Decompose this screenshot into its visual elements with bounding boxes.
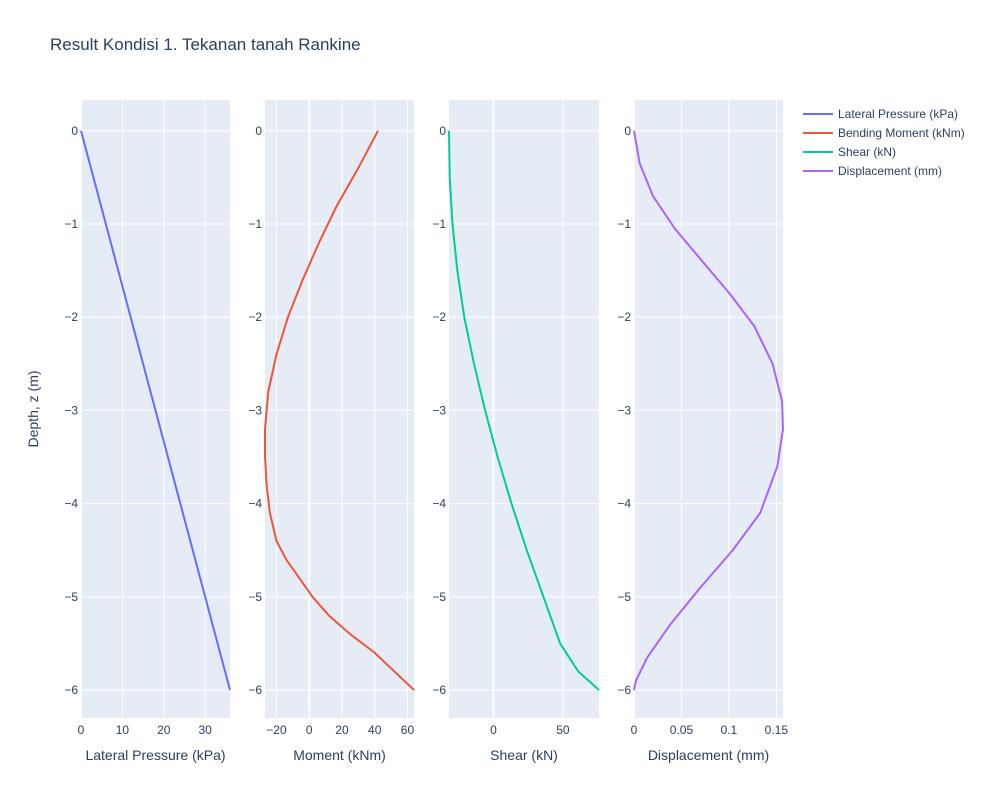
- x-axis-title-shear: Shear (kN): [490, 747, 558, 763]
- y-tick-label-lateral-pressure: −4: [64, 497, 78, 511]
- y-tick-label-moment: −6: [248, 683, 262, 697]
- legend-item-shear[interactable]: Shear (kN): [803, 142, 965, 161]
- chart-title: Result Kondisi 1. Tekanan tanah Rankine: [50, 35, 361, 54]
- legend-label-displacement: Displacement (mm): [838, 163, 943, 178]
- x-tick-label-displacement: 0: [631, 723, 638, 737]
- x-tick-label-moment: 40: [368, 723, 382, 737]
- y-tick-label-displacement: −5: [617, 590, 631, 604]
- legend-item-bending-moment[interactable]: Bending Moment (kNm): [803, 123, 965, 142]
- legend: Lateral Pressure (kPa) Bending Moment (k…: [803, 104, 965, 180]
- y-tick-label-shear: −2: [432, 310, 446, 324]
- y-tick-label-shear: −6: [432, 683, 446, 697]
- legend-item-displacement[interactable]: Displacement (mm): [803, 161, 965, 180]
- x-tick-label-lateral-pressure: 10: [116, 723, 130, 737]
- y-tick-label-displacement: −4: [617, 497, 631, 511]
- series-line-moment: [264, 130, 415, 691]
- y-tick-label-displacement: 0: [624, 124, 631, 138]
- y-tick-label-moment: −3: [248, 403, 262, 417]
- y-tick-label-lateral-pressure: −2: [64, 310, 78, 324]
- legend-swatch-bending-moment: [803, 131, 833, 134]
- legend-label-bending-moment: Bending Moment (kNm): [838, 125, 965, 140]
- series-line-displacement: [633, 130, 784, 691]
- y-tick-label-displacement: −2: [617, 310, 631, 324]
- y-tick-label-shear: −1: [432, 217, 446, 231]
- y-tick-label-moment: −5: [248, 590, 262, 604]
- x-tick-label-lateral-pressure: 20: [157, 723, 171, 737]
- y-tick-label-moment: −2: [248, 310, 262, 324]
- x-tick-label-shear: 50: [556, 723, 570, 737]
- y-tick-label-lateral-pressure: −5: [64, 590, 78, 604]
- y-tick-label-shear: −5: [432, 590, 446, 604]
- plot-area-displacement: [634, 100, 783, 718]
- y-tick-label-shear: −3: [432, 403, 446, 417]
- x-axis-title-lateral-pressure: Lateral Pressure (kPa): [85, 747, 225, 763]
- x-tick-label-lateral-pressure: 30: [198, 723, 212, 737]
- x-axis-title-moment: Moment (kNm): [293, 747, 386, 763]
- y-tick-label-lateral-pressure: −1: [64, 217, 78, 231]
- y-tick-label-shear: −4: [432, 497, 446, 511]
- y-tick-label-lateral-pressure: 0: [71, 124, 78, 138]
- series-line-lateral-pressure: [80, 130, 231, 691]
- legend-swatch-lateral-pressure: [803, 112, 833, 115]
- x-tick-label-moment: 0: [306, 723, 313, 737]
- legend-item-lateral-pressure[interactable]: Lateral Pressure (kPa): [803, 104, 965, 123]
- x-axis-title-displacement: Displacement (mm): [648, 747, 769, 763]
- legend-label-lateral-pressure: Lateral Pressure (kPa): [838, 106, 959, 121]
- legend-label-shear: Shear (kN): [838, 144, 897, 159]
- x-tick-label-moment: 60: [401, 723, 415, 737]
- x-tick-label-moment: −20: [266, 723, 287, 737]
- x-tick-label-displacement: 0.05: [670, 723, 694, 737]
- x-tick-label-shear: 0: [490, 723, 497, 737]
- y-tick-label-moment: −4: [248, 497, 262, 511]
- y-axis-title: Depth, z (m): [25, 370, 41, 447]
- y-tick-label-shear: 0: [439, 124, 446, 138]
- x-tick-label-displacement: 0.1: [721, 723, 738, 737]
- y-tick-label-moment: 0: [255, 124, 262, 138]
- y-tick-label-displacement: −6: [617, 683, 631, 697]
- plot-area-shear: [449, 100, 599, 718]
- y-tick-label-lateral-pressure: −3: [64, 403, 78, 417]
- y-tick-label-displacement: −1: [617, 217, 631, 231]
- x-tick-label-moment: 20: [335, 723, 349, 737]
- y-tick-label-displacement: −3: [617, 403, 631, 417]
- y-tick-label-lateral-pressure: −6: [64, 683, 78, 697]
- x-tick-label-displacement: 0.15: [765, 723, 789, 737]
- series-line-shear: [448, 130, 600, 691]
- y-tick-label-moment: −1: [248, 217, 262, 231]
- legend-swatch-displacement: [803, 169, 833, 172]
- x-tick-label-lateral-pressure: 0: [78, 723, 85, 737]
- legend-swatch-shear: [803, 150, 833, 153]
